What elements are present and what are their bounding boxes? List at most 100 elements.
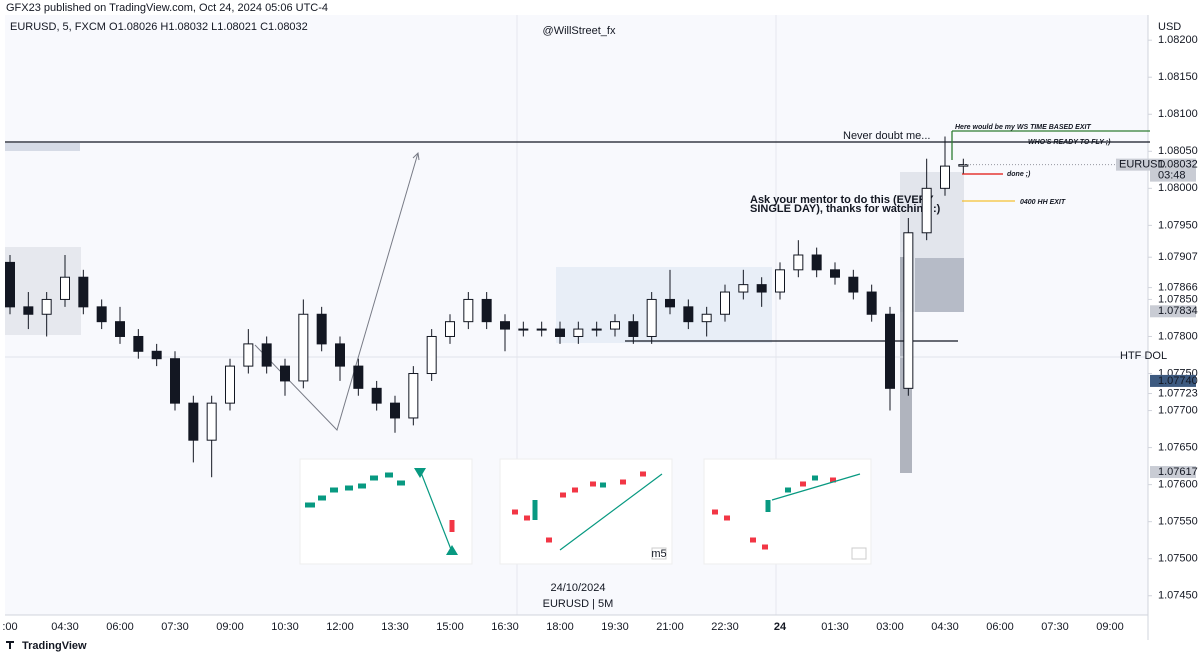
price-label: 1.07866: [1158, 281, 1198, 293]
candle-body: [958, 164, 969, 167]
x-tick-label: :00: [2, 621, 17, 633]
annotation: Ask your mentor to do this (EVERY: [750, 194, 934, 206]
x-tick-label: 24: [774, 621, 787, 633]
candle-body: [793, 254, 804, 271]
candle-body: [115, 321, 125, 337]
x-tick-label: 22:30: [711, 621, 739, 633]
candle-body: [335, 343, 345, 367]
price-label: 1.07617: [1158, 466, 1198, 478]
candle-body: [940, 165, 950, 189]
x-tick-label: 07:30: [161, 621, 189, 633]
y-tick-label: 1.07600: [1158, 479, 1198, 491]
price-label: 1.07834: [1158, 305, 1198, 317]
candle-body: [756, 284, 767, 293]
candle-body: [225, 365, 235, 404]
inset-label: m5: [651, 548, 666, 560]
annotation: SINGLE DAY), thanks for watching :): [750, 203, 941, 215]
inset: [299, 458, 473, 565]
candle-body: [243, 343, 254, 367]
y-tick-label: 1.08000: [1158, 182, 1198, 194]
candle-body: [866, 291, 877, 315]
candle-body: [78, 276, 89, 308]
brand: TradingView: [22, 640, 87, 652]
candle-body: [665, 298, 675, 308]
price-label-bg: [1150, 374, 1196, 387]
zone: [915, 258, 964, 312]
candle-body: [371, 387, 382, 404]
y-tick-label: 1.07700: [1158, 404, 1198, 416]
candle-body: [408, 373, 419, 419]
candle-body: [811, 254, 822, 271]
x-tick-label: 04:30: [931, 621, 959, 633]
candle-body: [151, 350, 162, 360]
candle-body: [445, 321, 455, 337]
y-tick-label: 1.07800: [1158, 330, 1198, 342]
x-tick-label: 03:00: [876, 621, 904, 633]
x-tick-label: 13:30: [381, 621, 409, 633]
x-tick-label: 16:30: [491, 621, 519, 633]
candle-body: [5, 261, 15, 308]
y-tick-label: 1.07500: [1158, 553, 1198, 565]
candle-body: [206, 402, 217, 441]
candle-body: [261, 343, 272, 367]
x-tick-label: 12:00: [326, 621, 354, 633]
candle-body: [481, 298, 492, 323]
candle-body: [23, 306, 34, 315]
candle-body: [518, 328, 529, 331]
candle-body: [683, 306, 694, 323]
x-tick-label: 19:30: [601, 621, 629, 633]
y-tick-label: 1.07950: [1158, 219, 1198, 231]
y-tick-label: 1.08150: [1158, 71, 1198, 83]
candle-body: [830, 269, 840, 278]
last-price-bg: [1150, 158, 1196, 182]
x-tick-label: 10:30: [271, 621, 299, 633]
x-tick-label: 07:30: [1041, 621, 1069, 633]
annotation: Here would be my WS TIME BASED EXIT: [955, 124, 1091, 131]
y-tick-label: 1.07450: [1158, 590, 1198, 602]
y-tick-label: 1.07650: [1158, 441, 1198, 453]
candle-body: [298, 313, 309, 382]
candle-body: [573, 328, 584, 337]
candle-body: [280, 365, 290, 382]
y-tick-label: 1.08100: [1158, 108, 1198, 120]
candle-body: [628, 321, 639, 337]
price-label-bg: [1150, 305, 1196, 318]
candle-body: [316, 313, 327, 345]
footer-symbol: EURUSD | 5M: [543, 598, 614, 610]
candle-body: [60, 276, 70, 300]
y-tick-label: 1.07550: [1158, 516, 1198, 528]
candle-body: [610, 321, 620, 330]
countdown: 03:48: [1158, 170, 1186, 182]
x-tick-label: 06:00: [986, 621, 1014, 633]
price-label: 1.07907: [1158, 251, 1198, 263]
annotation: WHO'S READY TO FLY ;): [1028, 139, 1111, 146]
candle-body: [390, 402, 400, 419]
symbol-line: EURUSD, 5, FXCM O1.08026 H1.08032 L1.080…: [10, 21, 308, 33]
candle-body: [701, 313, 712, 323]
price-label: 1.07723: [1158, 387, 1198, 399]
x-tick-label: 06:00: [106, 621, 134, 633]
price-label-bg: [1150, 466, 1196, 479]
x-tick-label: 09:00: [1096, 621, 1124, 633]
published: GFX23 published on TradingView.com, Oct …: [6, 2, 328, 14]
candle-body: [96, 306, 107, 323]
candle-body: [738, 284, 749, 293]
x-tick-label: 04:30: [51, 621, 79, 633]
annotation: 0400 HH EXIT: [1020, 199, 1066, 206]
candle-body: [188, 402, 199, 441]
x-tick-label: 18:00: [546, 621, 574, 633]
currency: USD: [1158, 21, 1181, 33]
inset: [499, 458, 673, 565]
candle-body: [536, 328, 547, 331]
last-price-label: 1.08032: [1158, 159, 1198, 171]
candle-body: [885, 313, 895, 389]
price-label: 1.07740: [1158, 375, 1198, 387]
candle-body: [500, 321, 510, 330]
y-tick-label: 1.08050: [1158, 145, 1198, 157]
symbol-label: EURUSD: [1119, 159, 1166, 171]
candle-body: [463, 298, 474, 323]
candle-body: [41, 298, 52, 315]
candle-body: [170, 358, 180, 404]
